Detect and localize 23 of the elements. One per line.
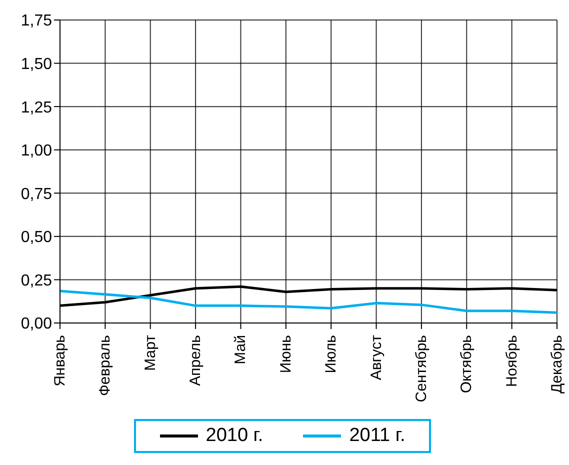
- y-tick-label: 1,75: [20, 12, 52, 30]
- x-tick-label: Сентябрь: [412, 334, 430, 402]
- legend-label: 2010 г.: [206, 425, 264, 447]
- y-tick-label: 0,50: [20, 229, 52, 246]
- x-tick-label: Июль: [322, 334, 340, 374]
- line-series: [60, 290, 557, 314]
- x-tick-label: Июнь: [277, 334, 294, 374]
- x-tick-label: Март: [142, 334, 159, 371]
- y-tick-label: 0,25: [20, 272, 52, 290]
- y-tick-label: 0,75: [20, 186, 52, 203]
- legend-label: 2011 г.: [349, 425, 406, 447]
- x-tick-label: Февраль: [96, 334, 114, 396]
- x-tick-label: Октябрь: [458, 334, 476, 394]
- x-tick-label: Май: [232, 335, 250, 364]
- x-tick-label: Апрель: [187, 334, 204, 386]
- x-tick-label: Ноябрь: [503, 334, 520, 388]
- y-tick-label: 1,25: [20, 99, 52, 116]
- y-tick-label: 1,00: [20, 142, 52, 160]
- x-tick-label: Январь: [52, 334, 68, 386]
- x-tick-label: Август: [368, 334, 385, 380]
- y-tick-label: 1,50: [20, 56, 52, 73]
- y-tick-label: 0,00: [20, 316, 52, 333]
- x-tick-label: Декабрь: [548, 334, 566, 394]
